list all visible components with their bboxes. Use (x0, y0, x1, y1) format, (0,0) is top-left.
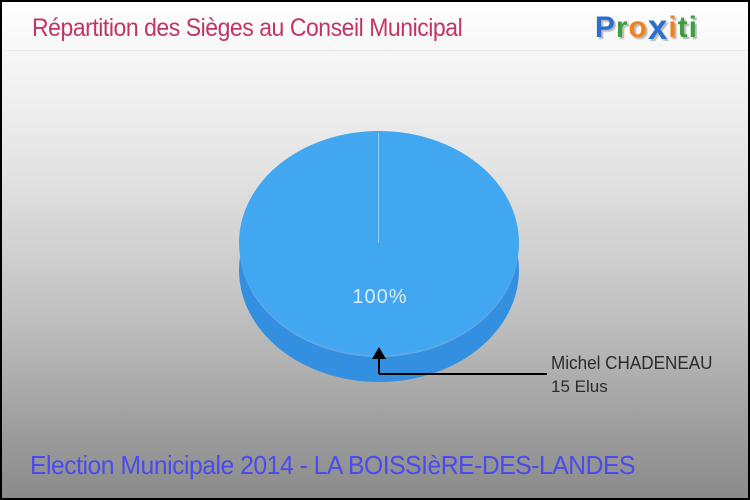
logo-letter-r: r (615, 11, 629, 44)
logo-letter-i2: i (688, 11, 698, 44)
callout-arrowhead-icon (372, 347, 386, 359)
logo-letter-o: o (628, 11, 648, 44)
callout-line-horizontal (379, 373, 547, 375)
pie-slice-michel-chadeneau (239, 131, 519, 355)
logo-letter-x: x (647, 8, 669, 47)
pie-percent-label: 100% (352, 286, 408, 308)
logo-letter-i1: i (668, 11, 678, 44)
callout-label: Michel CHADENEAU 15 Elus (551, 351, 721, 399)
callout-seats-count: 15 Elus (551, 377, 608, 396)
page-title: Répartition des Sièges au Conseil Munici… (32, 14, 463, 42)
callout-candidate-name: Michel CHADENEAU (551, 353, 713, 373)
logo-letter-p: P (594, 11, 616, 44)
header-divider (2, 50, 748, 51)
footer-election-title: Election Municipale 2014 - LA BOISSIèRE-… (30, 450, 636, 480)
callout-line-vertical (378, 356, 380, 374)
pie-slice-divider (378, 133, 379, 243)
proxiti-logo: Proxiti (595, 8, 698, 48)
logo-letter-t: t (677, 11, 689, 44)
